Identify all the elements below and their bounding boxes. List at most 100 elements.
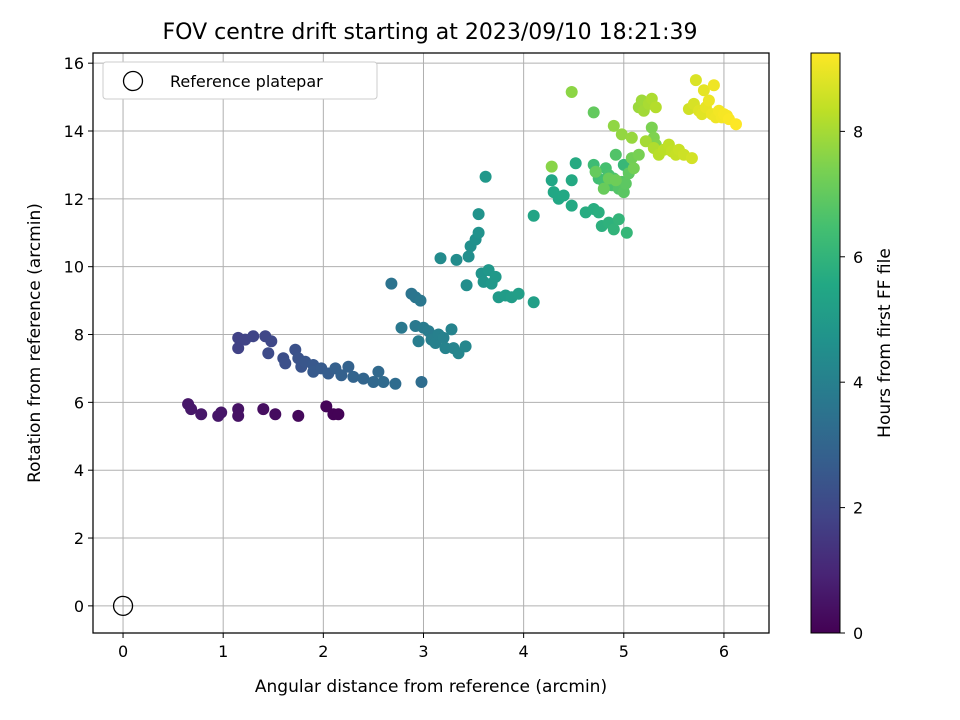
data-point	[450, 253, 463, 266]
data-point	[615, 128, 628, 141]
data-point	[332, 408, 345, 421]
colorbar-label: Hours from first FF file	[875, 248, 895, 438]
colorbar-tick-label: 6	[853, 248, 863, 267]
y-tick-label: 2	[74, 529, 84, 548]
x-tick-label: 1	[218, 642, 228, 661]
data-point	[445, 323, 458, 336]
y-tick-label: 8	[74, 326, 84, 345]
x-axis-label: Angular distance from reference (arcmin)	[255, 677, 607, 697]
data-point	[632, 148, 645, 161]
data-points	[182, 74, 742, 422]
x-tick-label: 5	[619, 642, 629, 661]
data-point	[545, 174, 558, 187]
data-point	[607, 223, 620, 236]
data-point	[292, 409, 305, 422]
data-point	[489, 270, 502, 283]
legend-box	[102, 61, 378, 100]
x-tick-label: 3	[418, 642, 428, 661]
data-point	[257, 403, 270, 416]
data-point	[342, 360, 355, 373]
data-point	[697, 84, 710, 97]
data-point	[639, 135, 652, 148]
data-point	[395, 321, 408, 334]
colorbar-gradient	[810, 52, 841, 634]
data-point	[185, 403, 198, 416]
data-point	[389, 377, 402, 390]
data-point	[512, 287, 525, 300]
data-point	[335, 369, 348, 382]
data-point	[592, 206, 605, 219]
data-point	[587, 106, 600, 119]
data-point	[607, 119, 620, 132]
data-point	[472, 208, 485, 221]
data-point	[609, 174, 622, 187]
x-tick-label: 4	[519, 642, 529, 661]
data-point	[262, 347, 275, 360]
grid	[93, 53, 769, 633]
data-point	[597, 182, 610, 195]
data-point	[565, 86, 578, 98]
data-point	[472, 226, 485, 239]
colorbar-tick-label: 4	[853, 373, 863, 392]
data-point	[569, 157, 582, 170]
y-tick-label: 4	[74, 461, 84, 480]
y-tick-label: 10	[64, 258, 84, 277]
data-point	[565, 174, 578, 187]
data-point	[459, 340, 472, 353]
legend-label-reference: Reference platepar	[170, 72, 323, 91]
y-axis-label: Rotation from reference (arcmin)	[25, 203, 45, 483]
data-point	[265, 335, 278, 348]
data-point	[215, 406, 228, 419]
x-tick-label: 2	[318, 642, 328, 661]
colorbar-ticks: 0 2 4 6 8	[840, 122, 863, 643]
data-point	[232, 342, 245, 355]
data-point	[625, 131, 638, 144]
chart-title: FOV centre drift starting at 2023/09/10 …	[163, 20, 698, 45]
legend-reference-marker	[122, 70, 144, 92]
data-point	[649, 101, 662, 114]
colorbar-tick-label: 8	[853, 122, 863, 141]
data-point	[462, 250, 475, 263]
data-point	[434, 252, 447, 265]
data-point	[557, 189, 570, 202]
data-point	[619, 177, 632, 190]
data-point	[279, 357, 292, 370]
data-point	[460, 279, 473, 292]
data-point	[589, 165, 602, 178]
data-point	[527, 296, 540, 309]
colorbar: 0 2 4 6 8 Hours from first FF file	[810, 52, 895, 643]
data-point	[609, 148, 622, 161]
data-point	[707, 79, 720, 92]
y-tick-label: 0	[74, 597, 84, 616]
y-tick-label: 16	[64, 54, 84, 73]
data-point	[612, 213, 625, 226]
y-tick-label: 14	[64, 122, 84, 141]
data-point	[545, 160, 558, 173]
data-point	[730, 118, 742, 131]
data-point	[269, 408, 282, 421]
data-point	[620, 226, 633, 239]
data-point	[689, 74, 702, 87]
data-point	[645, 121, 658, 134]
data-point	[247, 330, 260, 343]
colorbar-tick-label: 0	[853, 624, 863, 643]
data-point	[195, 408, 208, 421]
data-point	[412, 335, 425, 348]
y-axis-ticks: 0 2 4 6 8 10 12 14 16	[64, 54, 93, 616]
x-axis-ticks: 0 1 2 3 4 5 6	[118, 633, 729, 661]
colorbar-tick-label: 2	[853, 499, 863, 518]
data-point	[347, 370, 360, 383]
plot-area	[92, 52, 770, 634]
data-point	[232, 409, 245, 422]
x-tick-label: 0	[118, 642, 128, 661]
plot-frame	[92, 52, 770, 634]
data-point	[702, 94, 715, 107]
data-point	[320, 400, 333, 413]
legend: Reference platepar	[102, 61, 378, 100]
reference-platepar-point	[112, 595, 134, 617]
reference-marker	[112, 595, 134, 617]
data-point	[377, 376, 390, 388]
data-point	[527, 209, 540, 222]
data-point	[367, 376, 380, 388]
